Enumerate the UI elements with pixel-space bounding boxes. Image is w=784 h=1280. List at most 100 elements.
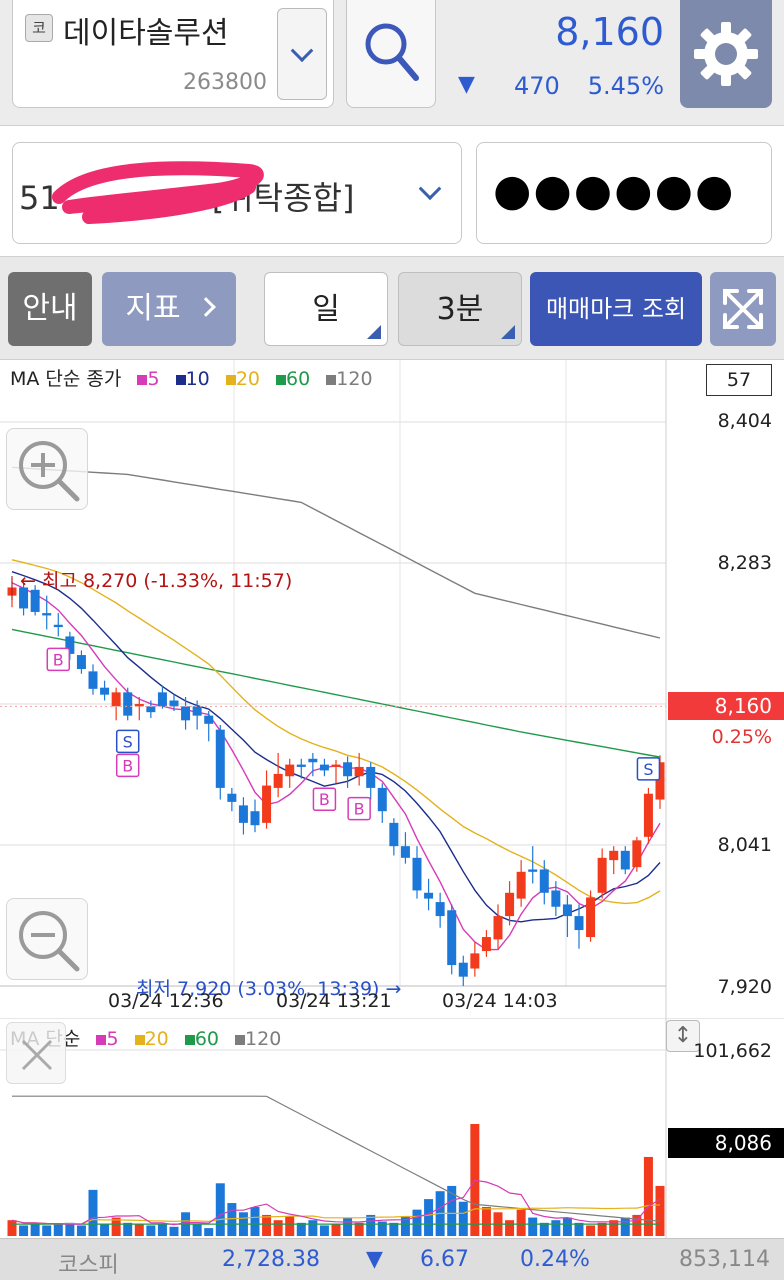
ma5-swatch: [137, 375, 148, 385]
ma120-line: [11, 466, 661, 639]
volume-bar: [319, 1225, 329, 1236]
candle-count[interactable]: 57: [706, 364, 772, 396]
candle-body: [609, 850, 619, 861]
sell-mark[interactable]: S: [115, 729, 140, 754]
account-selector[interactable]: 51 [위탁종합]: [12, 142, 462, 244]
volume-bar: [458, 1201, 468, 1236]
gear-icon: [694, 22, 758, 86]
settings-button[interactable]: [680, 0, 772, 108]
volume-bar: [42, 1225, 52, 1236]
candle-body: [273, 773, 283, 788]
stock-header: 코 데이타솔루션 263800 8,160 ▼ 470 5.45%: [0, 0, 784, 126]
candle-body: [597, 857, 607, 893]
candle-body: [262, 785, 272, 823]
vma20-line: [11, 1204, 661, 1225]
candle-body: [192, 706, 202, 716]
period-selector[interactable]: 일: [264, 272, 388, 346]
candle-body: [435, 902, 445, 917]
candle-body: [65, 636, 75, 654]
buy-mark[interactable]: B: [347, 796, 371, 821]
volume-bar: [620, 1217, 630, 1236]
candle-body: [285, 764, 295, 777]
volume-bar: [481, 1207, 491, 1236]
candle-body: [215, 729, 225, 788]
volume-bar: [146, 1225, 156, 1236]
candle-body: [30, 589, 40, 612]
zoom-out-button[interactable]: [6, 898, 88, 980]
buy-mark[interactable]: B: [312, 787, 337, 811]
chevron-right-icon: [195, 296, 216, 317]
candle-body: [181, 706, 191, 721]
fullscreen-button[interactable]: [710, 272, 776, 346]
corner-triangle-icon: [501, 325, 515, 339]
price-change: 470: [514, 72, 560, 100]
candle-body: [516, 871, 526, 899]
sell-mark[interactable]: S: [636, 757, 661, 781]
buy-mark[interactable]: B: [115, 753, 140, 778]
trade-mark-box: [115, 753, 140, 778]
vma5-line: [11, 1179, 661, 1226]
vma120-line: [12, 1095, 661, 1222]
current-price: 8,160: [555, 10, 664, 54]
volume-bar: [377, 1221, 387, 1236]
volume-bar: [111, 1217, 121, 1236]
zoom-in-button[interactable]: [6, 428, 88, 510]
ma20-line: [11, 559, 661, 905]
password-mask: ●●●●●●: [493, 165, 736, 216]
stock-dropdown-button[interactable]: [277, 8, 327, 100]
candle-body: [586, 897, 596, 938]
volume-bar: [400, 1216, 410, 1236]
account-dropdown-button[interactable]: [418, 177, 442, 203]
ma60-swatch: [276, 375, 287, 385]
candle-body: [146, 706, 156, 713]
volume-bar: [157, 1224, 167, 1236]
volume-bar: [250, 1207, 260, 1236]
price-axis-label: 8,283: [717, 552, 772, 574]
buy-mark[interactable]: B: [46, 647, 71, 672]
candle-body: [238, 805, 248, 823]
price-change-rate: 5.45%: [587, 72, 664, 100]
trade-mark-text: S: [123, 732, 133, 751]
candle-body: [227, 793, 237, 802]
volume-bar: [343, 1217, 353, 1236]
volume-chart[interactable]: [0, 1018, 784, 1238]
candle-body: [250, 811, 260, 826]
guide-button[interactable]: 안내: [8, 272, 92, 346]
volume-bar: [562, 1217, 572, 1236]
candle-body: [505, 892, 515, 917]
vma60-label: 60: [194, 1028, 219, 1050]
price-legend-title: MA 단순 종가: [10, 368, 122, 390]
volume-bar: [100, 1224, 110, 1236]
volume-bar: [632, 1214, 642, 1236]
close-indicator-button[interactable]: [6, 1022, 66, 1084]
volume-bar: [123, 1222, 133, 1236]
index-ticker-bar[interactable]: 코스피 2,728.38 ▼ 6.67 0.24% 853,114: [0, 1238, 784, 1280]
interval-selector[interactable]: 3분: [398, 272, 522, 346]
volume-bar: [539, 1222, 549, 1236]
password-field[interactable]: ●●●●●●: [476, 142, 772, 244]
indicator-button[interactable]: 지표: [102, 272, 236, 346]
search-button[interactable]: [346, 0, 436, 108]
index-change: 6.67: [420, 1247, 469, 1272]
volume-bar: [609, 1220, 619, 1236]
ma20-swatch: [225, 375, 236, 385]
resize-handle-icon[interactable]: ↕: [666, 1020, 700, 1052]
stock-selector[interactable]: 코 데이타솔루션 263800: [12, 0, 334, 108]
vma120-swatch: [235, 1035, 246, 1045]
low-price-label: 최저 7,920 (3.03%, 13:39) →: [136, 978, 402, 1000]
period-label: 일: [312, 292, 340, 327]
trade-mark-button[interactable]: 매매마크 조회: [530, 272, 702, 346]
candle-body: [42, 613, 52, 616]
volume-bar: [366, 1214, 376, 1236]
vma5-swatch: [96, 1035, 107, 1045]
volume-bar: [215, 1183, 225, 1236]
ma120-swatch: [326, 375, 337, 385]
volume-bar: [655, 1185, 665, 1236]
volume-bar: [516, 1209, 526, 1236]
stock-code: 263800: [183, 70, 267, 95]
ma5-label: 5: [147, 368, 160, 390]
current-price-tag: 8,160: [668, 692, 784, 720]
candle-body: [412, 857, 422, 891]
candle-body: [458, 962, 468, 977]
